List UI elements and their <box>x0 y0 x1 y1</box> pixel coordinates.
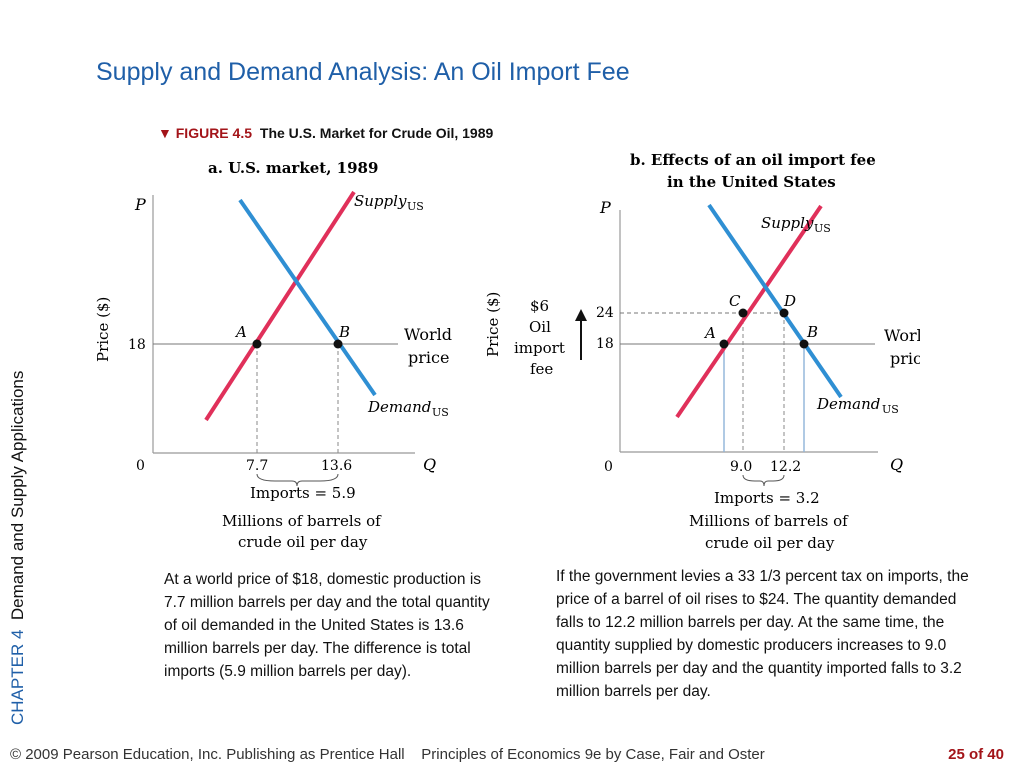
panel-b-label-a: A <box>703 324 716 342</box>
panel-b-import-fee: b. Effects of an oil import fee in the U… <box>484 151 920 552</box>
figure-number: FIGURE 4.5 <box>175 125 252 141</box>
panel-a-demand-label: Demand <box>367 398 431 416</box>
figure-caption: ▼ FIGURE 4.5 The U.S. Market for Crude O… <box>158 125 493 141</box>
panel-b-imports: Imports = 3.2 <box>714 489 820 507</box>
panel-b-supply-sub: US <box>814 222 831 235</box>
panel-a-point-b <box>333 339 343 349</box>
panel-b-fee-3: import <box>514 339 565 357</box>
panel-a-units-1: Millions of barrels of <box>222 512 382 530</box>
panel-a-imports: Imports = 5.9 <box>250 484 356 502</box>
slide-title: Supply and Demand Analysis: An Oil Impor… <box>96 58 630 86</box>
panel-a-label-b: B <box>338 323 350 341</box>
explanation-left: At a world price of $18, domestic produc… <box>164 571 490 680</box>
panel-b-demand-curve <box>707 203 843 399</box>
panel-a-world-label-2: price <box>408 348 449 367</box>
panel-b-fee-1: $6 <box>530 297 549 315</box>
panel-b-units-1: Millions of barrels of <box>689 512 849 530</box>
panel-b-supply-label: Supply <box>761 214 814 232</box>
panel-b-q2: 12.2 <box>770 459 801 475</box>
page-current: 25 <box>948 746 965 763</box>
panel-a-supply-label: Supply <box>354 192 407 210</box>
footer-copyright: © 2009 Pearson Education, Inc. Publishin… <box>10 746 405 763</box>
panel-a-p-label: P <box>134 195 146 214</box>
panel-a-label-a: A <box>234 323 247 341</box>
panel-b-tick-24: 24 <box>596 305 614 321</box>
footer-credits: © 2009 Pearson Education, Inc. Publishin… <box>10 746 765 763</box>
panel-b-q1: 9.0 <box>730 459 752 475</box>
panel-b-units-2: crude oil per day <box>705 534 835 552</box>
panel-a-demand-sub: US <box>432 406 449 419</box>
panel-b-imports-brace <box>742 474 785 487</box>
panel-a-point-a <box>252 339 262 349</box>
panel-b-label-d: D <box>783 292 796 310</box>
panel-a-supply-sub: US <box>407 200 424 213</box>
panel-b-world-label-1: World <box>884 326 920 345</box>
panel-b-demand-sub: US <box>882 403 899 416</box>
panel-a-units-2: crude oil per day <box>238 533 368 551</box>
panel-b-q-label: Q <box>890 455 903 474</box>
panel-b-fee-4: fee <box>530 360 553 378</box>
panel-b-world-label-2: price <box>890 349 920 368</box>
panel-b-price-axis-label: Price ($) <box>484 292 502 357</box>
panel-b-label-b: B <box>806 323 818 341</box>
panel-a-supply-curve <box>204 190 356 422</box>
panel-b-fee-2: Oil <box>529 318 551 336</box>
panel-b-title-1: b. Effects of an oil import fee <box>630 151 876 169</box>
panel-a-q2: 13.6 <box>321 458 352 474</box>
panel-b-title-2: in the United States <box>667 173 836 191</box>
panel-a-price-axis-label: Price ($) <box>94 297 112 362</box>
footer-book: Principles of Economics 9e by Case, Fair… <box>421 746 765 763</box>
panel-a-us-market: a. U.S. market, 1989 P Q 0 Price ($) 18 … <box>94 159 452 551</box>
panel-b-point-a <box>719 339 729 349</box>
panel-b-origin: 0 <box>604 459 613 475</box>
figure-caption-text: The U.S. Market for Crude Oil, 1989 <box>259 125 494 141</box>
page-number: 25 of 40 <box>948 746 1004 763</box>
panel-b-demand-label: Demand <box>816 395 880 413</box>
panel-a-origin: 0 <box>136 458 145 474</box>
panel-b-point-c <box>738 308 748 318</box>
panel-b-p-label: P <box>599 198 611 217</box>
panel-a-imports-brace <box>256 473 339 487</box>
explanation-right: If the government levies a 33 1/3 percen… <box>556 568 969 700</box>
side-chapter-number: CHAPTER 4 <box>8 629 27 725</box>
page-total: of 40 <box>968 746 1004 763</box>
panel-a-world-label-1: World <box>404 325 452 344</box>
panel-a-tick-18: 18 <box>128 337 146 353</box>
side-chapter-title: Demand and Supply Applications <box>8 370 27 621</box>
panel-a-demand-curve <box>238 198 377 397</box>
panel-b-supply-curve <box>675 204 823 419</box>
panel-b-tick-18: 18 <box>596 336 614 352</box>
panel-a-q1: 7.7 <box>246 458 268 474</box>
panel-b-point-b <box>799 339 809 349</box>
side-chapter-label: CHAPTER 4 Demand and Supply Applications <box>8 371 28 725</box>
panel-b-point-d <box>779 308 789 318</box>
panel-a-title: a. U.S. market, 1989 <box>208 159 378 177</box>
triangle-marker-icon: ▼ <box>158 125 172 141</box>
panel-b-fee-arrow-head-icon <box>575 309 587 321</box>
panel-a-q-label: Q <box>423 455 436 474</box>
panel-b-label-c: C <box>729 292 741 310</box>
